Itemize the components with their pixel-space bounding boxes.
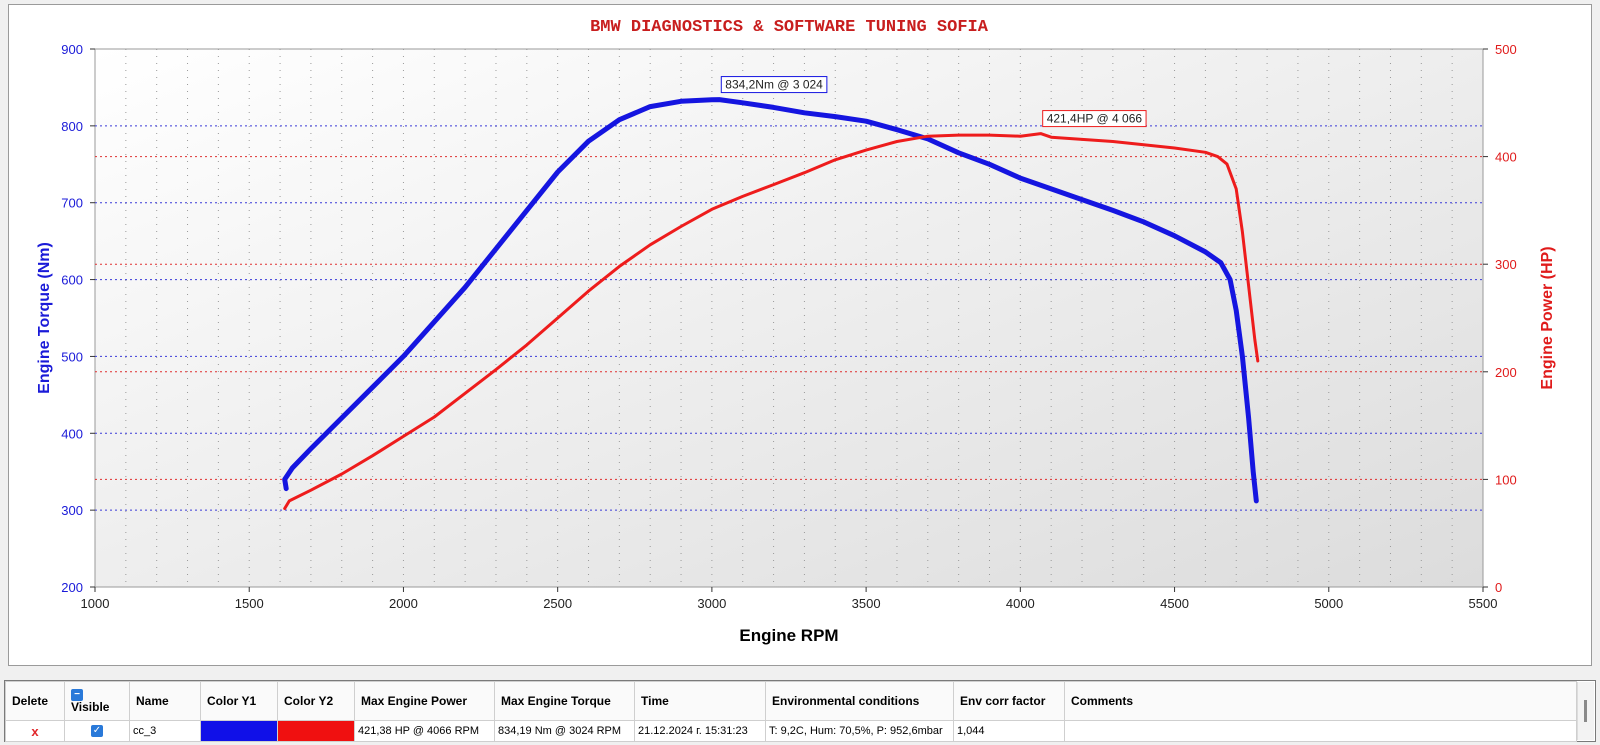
table-row[interactable]: x ✓ cc_3 421,38 HP @ 4066 RPM 834,19 Nm … — [5, 720, 1577, 742]
header-color-y1[interactable]: Color Y1 — [200, 681, 278, 721]
table-header-row: Delete − Visible Name Color Y1 Color Y2 … — [5, 681, 1577, 721]
visible-checkbox[interactable]: ✓ — [91, 725, 103, 738]
header-visible[interactable]: − Visible — [64, 681, 130, 721]
series-line-power — [283, 132, 1260, 510]
header-env-corr[interactable]: Env corr factor — [953, 681, 1065, 721]
x-tick-label: 4000 — [1006, 596, 1035, 611]
scrollbar-thumb[interactable] — [1584, 700, 1587, 722]
max-torque-cell[interactable]: 834,19 Nm @ 3024 RPM — [494, 720, 635, 742]
x-tick-label: 3000 — [697, 596, 726, 611]
y-left-axis-label: Engine Torque (Nm) — [36, 242, 53, 394]
delete-icon[interactable]: x — [5, 720, 65, 742]
vertical-scrollbar[interactable] — [1577, 682, 1594, 740]
y-right-tick-label: 300 — [1495, 257, 1517, 272]
header-visible-label: Visible — [71, 700, 110, 714]
peak-annotation-label: 834,2Nm @ 3 024 — [725, 78, 823, 92]
header-comments[interactable]: Comments — [1064, 681, 1577, 721]
chart-title: BMW DIAGNOSTICS & SOFTWARE TUNING SOFIA — [590, 18, 989, 37]
y-right-tick-label: 0 — [1495, 580, 1502, 595]
x-tick-label: 5500 — [1469, 596, 1498, 611]
comments-cell[interactable] — [1064, 720, 1577, 742]
env-corr-cell[interactable]: 1,044 — [953, 720, 1065, 742]
header-env[interactable]: Environmental conditions — [765, 681, 954, 721]
y-left-tick-label: 700 — [61, 196, 83, 211]
y-right-tick-label: 400 — [1495, 150, 1517, 165]
y-left-tick-label: 400 — [61, 426, 83, 441]
peak-annotation-box — [1042, 110, 1147, 128]
y-right-tick-label: 200 — [1495, 365, 1517, 380]
axis-layer: 1000 1500 2000 2500 3000 3500 4000 4500 5000 5500… — [61, 42, 1516, 611]
x-axis-label: Engine RPM — [739, 626, 838, 645]
series-line-torque — [282, 97, 1259, 504]
runs-table: Delete − Visible Name Color Y1 Color Y2 … — [5, 681, 1577, 742]
chart-panel: 834,2Nm @ 3 024 421,4HP @ 4 066 1000 1500 2… — [8, 4, 1592, 666]
x-tick-label: 1000 — [81, 596, 110, 611]
y-left-tick-label: 300 — [61, 503, 83, 518]
header-time[interactable]: Time — [634, 681, 766, 721]
y-right-tick-label: 500 — [1495, 42, 1517, 57]
x-tick-label: 4500 — [1160, 596, 1189, 611]
max-power-cell[interactable]: 421,38 HP @ 4066 RPM — [354, 720, 495, 742]
runs-grid: Delete − Visible Name Color Y1 Color Y2 … — [4, 680, 1596, 742]
x-tick-label: 2500 — [543, 596, 572, 611]
header-color-y2[interactable]: Color Y2 — [277, 681, 355, 721]
header-delete[interactable]: Delete — [5, 681, 65, 721]
header-name[interactable]: Name — [129, 681, 201, 721]
y-right-tick-label: 100 — [1495, 472, 1517, 487]
x-tick-label: 5000 — [1314, 596, 1343, 611]
peak-annotation-label: 421,4HP @ 4 066 — [1047, 112, 1143, 126]
plot-area — [94, 48, 1484, 588]
header-max-power[interactable]: Max Engine Power — [354, 681, 495, 721]
x-tick-label: 1500 — [235, 596, 264, 611]
grid-layer — [95, 49, 1483, 587]
series-layer: 834,2Nm @ 3 024 421,4HP @ 4 066 — [282, 76, 1260, 510]
x-tick-label: 3500 — [852, 596, 881, 611]
peak-annotation: 421,4HP @ 4 066 — [1042, 110, 1147, 128]
y-left-tick-label: 900 — [61, 42, 83, 57]
color-y1-swatch[interactable] — [200, 720, 278, 742]
x-tick-label: 2000 — [389, 596, 418, 611]
select-all-checkbox[interactable]: − — [71, 688, 83, 701]
name-cell[interactable]: cc_3 — [129, 720, 201, 742]
env-cell[interactable]: T: 9,2C, Hum: 70,5%, P: 952,6mbar — [765, 720, 954, 742]
peak-annotation-box — [720, 76, 828, 94]
visible-cell[interactable]: ✓ — [64, 720, 130, 742]
y-left-tick-label: 200 — [61, 580, 83, 595]
y-right-axis-label: Engine Power (HP) — [1539, 246, 1556, 389]
header-max-torque[interactable]: Max Engine Torque — [494, 681, 635, 721]
y-left-tick-label: 600 — [61, 273, 83, 288]
color-y2-swatch[interactable] — [277, 720, 355, 742]
y-left-tick-label: 800 — [61, 119, 83, 134]
y-left-tick-label: 500 — [61, 349, 83, 364]
peak-annotation: 834,2Nm @ 3 024 — [720, 76, 828, 94]
time-cell[interactable]: 21.12.2024 г. 15:31:23 — [634, 720, 766, 742]
